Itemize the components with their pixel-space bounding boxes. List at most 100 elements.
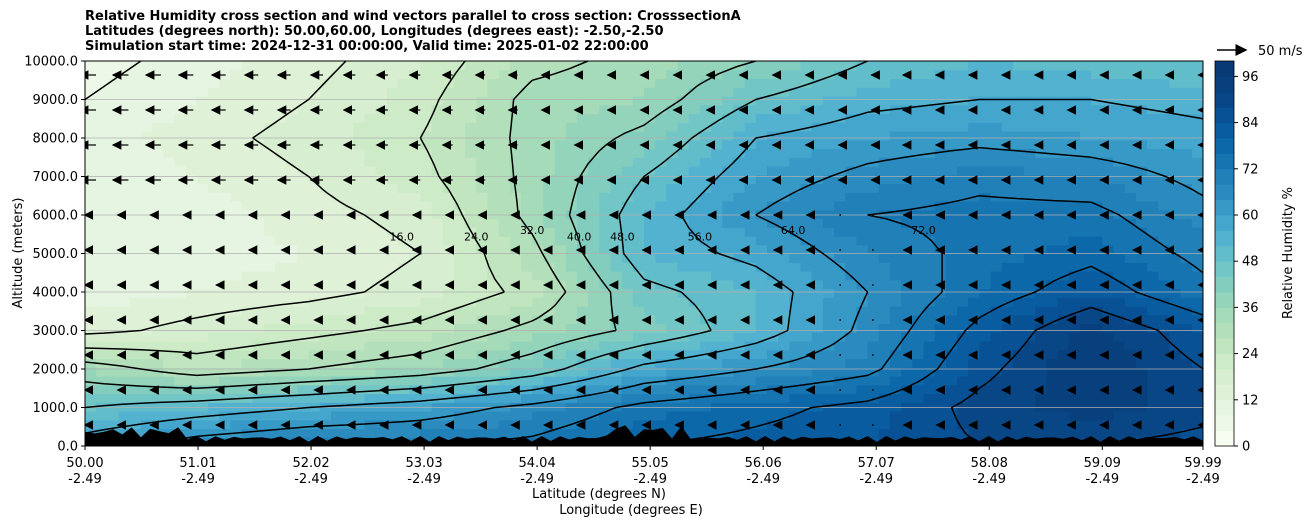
heat-cell — [185, 201, 198, 211]
heat-cell — [565, 227, 578, 237]
heat-cell — [1169, 419, 1182, 430]
heat-cell — [487, 192, 500, 202]
heat-cell — [711, 174, 723, 185]
heat-cell — [878, 323, 891, 333]
heat-cell — [1147, 87, 1159, 97]
heat-cell — [241, 271, 254, 281]
heat-cell — [308, 113, 321, 123]
heat-cell — [588, 183, 600, 193]
heat-cell — [409, 148, 421, 158]
heat-cell — [733, 411, 746, 421]
heat-cell — [1046, 402, 1059, 412]
heat-cell — [655, 297, 667, 307]
heat-cell — [442, 113, 455, 123]
heat-cell — [118, 131, 131, 141]
heat-cell — [789, 402, 802, 412]
heat-cell — [330, 253, 343, 263]
heat-cell — [230, 297, 243, 307]
heat-cell — [610, 288, 623, 298]
heat-cell — [1113, 104, 1126, 115]
heat-cell — [286, 271, 299, 281]
heat-cell — [599, 323, 612, 333]
heat-cell — [778, 314, 790, 325]
heat-cell — [330, 139, 343, 150]
heat-cell — [420, 306, 433, 316]
heat-cell — [521, 174, 533, 185]
heat-cell — [722, 78, 735, 88]
heat-cell — [252, 69, 265, 80]
heat-cell — [207, 358, 220, 368]
heat-cell — [1024, 236, 1036, 246]
heat-cell — [196, 96, 209, 106]
heat-cell — [297, 341, 310, 351]
heat-cell — [476, 262, 489, 272]
heat-cell — [1080, 306, 1092, 316]
heat-cell — [990, 419, 1003, 430]
heat-cell — [1158, 209, 1171, 220]
heat-cell — [532, 323, 544, 333]
heat-cell — [207, 332, 220, 342]
heat-cell — [666, 297, 679, 307]
heat-cell — [342, 61, 354, 71]
heat-cell — [431, 428, 444, 438]
heat-cell — [1135, 419, 1148, 430]
heat-cell — [599, 174, 612, 185]
heat-cell — [219, 218, 231, 228]
heat-cell — [308, 122, 321, 132]
heat-cell — [822, 244, 835, 255]
heat-cell — [677, 157, 690, 167]
heat-cell — [1158, 139, 1171, 150]
heat-cell — [789, 376, 802, 386]
heat-cell — [431, 419, 444, 430]
heat-cell — [1158, 236, 1171, 246]
heat-cell — [453, 104, 466, 115]
heat-cell — [1091, 104, 1103, 115]
heat-cell — [699, 131, 712, 141]
heat-cell — [1102, 279, 1115, 290]
heat-cell — [957, 253, 969, 263]
heat-cell — [1180, 139, 1193, 150]
heat-cell — [878, 358, 891, 368]
heat-cell — [912, 209, 925, 220]
heat-cell — [85, 183, 97, 193]
heat-cell — [286, 87, 299, 97]
heat-cell — [364, 218, 377, 228]
heat-cell — [688, 314, 701, 325]
heat-cell — [1180, 227, 1193, 237]
heat-cell — [610, 78, 623, 88]
heat-cell — [655, 131, 667, 141]
heat-cell — [1046, 288, 1059, 298]
heat-cell — [140, 166, 153, 176]
heat-cell — [174, 341, 187, 351]
heat-cell — [521, 61, 533, 71]
heat-cell — [174, 253, 187, 263]
heat-cell — [878, 244, 891, 255]
heat-cell — [1035, 253, 1048, 263]
heat-cell — [1091, 192, 1103, 202]
heat-cell — [1191, 411, 1203, 421]
heat-cell — [610, 271, 623, 281]
heat-cell — [744, 419, 757, 430]
heat-cell — [532, 349, 544, 360]
heat-cell — [532, 376, 544, 386]
heat-cell — [621, 87, 634, 97]
heat-cell — [722, 393, 735, 403]
heat-cell — [286, 332, 299, 342]
heat-cell — [1046, 69, 1059, 80]
heat-cell — [1012, 419, 1025, 430]
heat-cell — [1024, 218, 1036, 228]
heat-cell — [532, 244, 544, 255]
heat-cell — [901, 96, 913, 106]
heat-cell — [1080, 332, 1092, 342]
heat-cell — [755, 314, 768, 325]
heat-cell — [889, 428, 902, 438]
heat-cell — [409, 288, 421, 298]
heat-cell — [543, 183, 556, 193]
heat-cell — [398, 78, 410, 88]
heat-cell — [487, 393, 500, 403]
heat-cell — [889, 166, 902, 176]
heat-cell — [822, 209, 835, 220]
heat-cell — [185, 341, 198, 351]
heat-cell — [644, 306, 656, 316]
heat-cell — [610, 376, 623, 386]
